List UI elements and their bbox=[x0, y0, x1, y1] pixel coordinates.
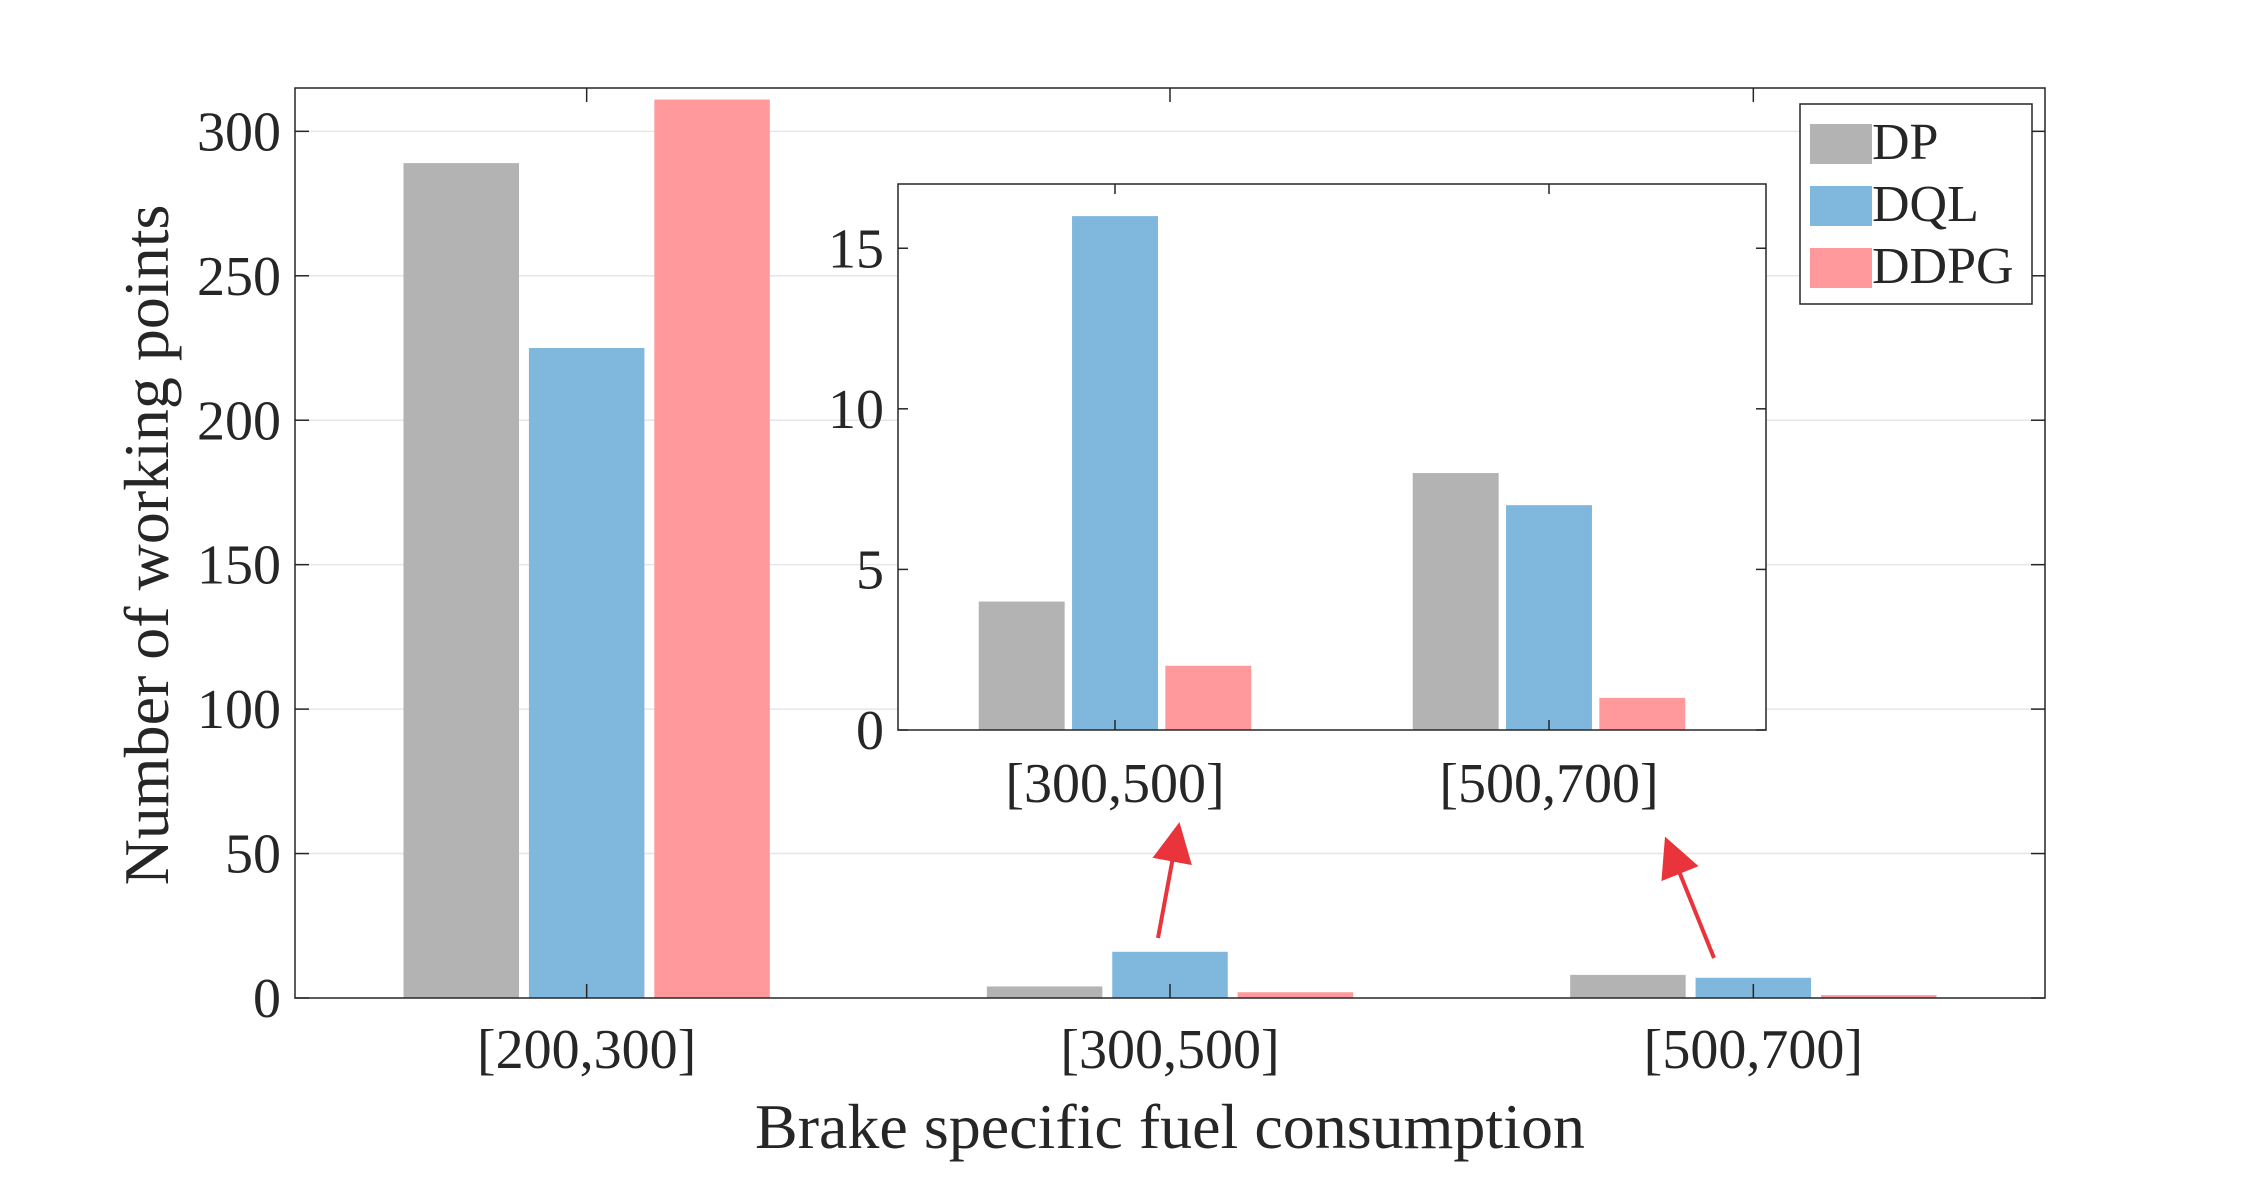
inset-y-ticks: 0 5 10 15 bbox=[828, 218, 1766, 762]
main-bar-dp-300-500 bbox=[986, 986, 1103, 998]
main-y-tick-label: 300 bbox=[197, 101, 281, 163]
inset-y-tick-label: 10 bbox=[828, 379, 884, 441]
legend-label-dql: DQL bbox=[1872, 176, 1979, 233]
arrow-500-700 bbox=[1661, 836, 1716, 959]
inset-y-tick-label: 0 bbox=[856, 700, 884, 762]
main-bar-dp-500-700 bbox=[1570, 974, 1686, 998]
legend-swatch-ddpg bbox=[1810, 248, 1872, 288]
inset-bar-ddpg-300-500 bbox=[1165, 665, 1252, 730]
main-x-tick-label: [500,700] bbox=[1644, 1019, 1863, 1081]
inset-bars bbox=[978, 216, 1686, 730]
main-bar-dql-200-300 bbox=[528, 348, 645, 998]
legend-label-dp: DP bbox=[1872, 114, 1938, 171]
main-bar-ddpg-500-700 bbox=[1821, 995, 1937, 998]
x-axis-label: Brake specific fuel consumption bbox=[755, 1091, 1585, 1162]
main-y-tick-label: 0 bbox=[253, 968, 281, 1030]
arrow-300-500 bbox=[1152, 822, 1192, 939]
main-x-tick-label: [200,300] bbox=[477, 1019, 696, 1081]
inset-x-tick-label: [500,700] bbox=[1439, 753, 1658, 815]
main-bar-dp-200-300 bbox=[403, 163, 519, 999]
legend-swatch-dql bbox=[1810, 186, 1872, 226]
main-y-tick-label: 50 bbox=[225, 824, 281, 886]
main-y-tick-label: 250 bbox=[197, 246, 281, 308]
inset-x-tick-label: [300,500] bbox=[1005, 753, 1224, 815]
inset-bar-ddpg-500-700 bbox=[1599, 697, 1686, 730]
main-x-tick-label: [300,500] bbox=[1060, 1019, 1279, 1081]
inset-y-tick-label: 5 bbox=[856, 539, 884, 601]
inset-bar-dql-300-500 bbox=[1072, 216, 1158, 730]
main-y-tick-label: 200 bbox=[197, 390, 281, 452]
main-y-tick-label: 150 bbox=[197, 535, 281, 597]
legend-swatch-dp bbox=[1810, 124, 1872, 164]
inset-axes-box bbox=[897, 183, 1767, 731]
y-axis-label: Number of working points bbox=[111, 205, 182, 886]
main-x-ticks: [200,300] [300,500] [500,700] bbox=[477, 88, 1863, 1081]
legend-label-ddpg: DDPG bbox=[1872, 238, 2014, 295]
main-bar-ddpg-300-500 bbox=[1237, 992, 1354, 998]
inset-x-ticks: [300,500] [500,700] bbox=[1005, 184, 1659, 815]
inset-bar-dp-300-500 bbox=[978, 601, 1065, 730]
inset-bar-dp-500-700 bbox=[1412, 473, 1499, 730]
inset-y-tick-label: 15 bbox=[828, 218, 884, 280]
main-bars bbox=[403, 99, 1937, 999]
inset-bar-dql-500-700 bbox=[1506, 505, 1592, 730]
main-y-tick-label: 100 bbox=[197, 679, 281, 741]
main-bar-ddpg-200-300 bbox=[654, 99, 770, 999]
